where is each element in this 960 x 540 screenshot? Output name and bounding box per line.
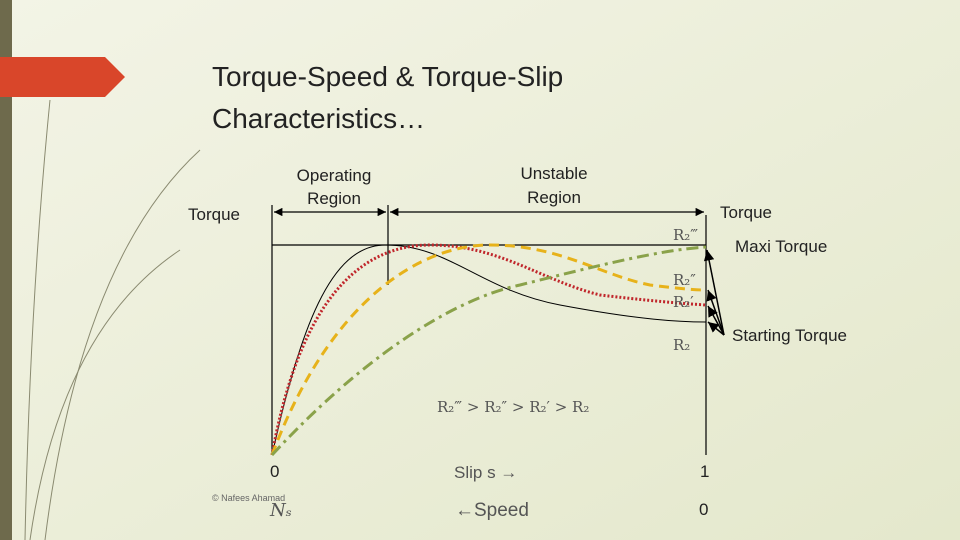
pointer-arrows [703, 249, 725, 336]
curve-r2-prime [270, 243, 707, 456]
title-accent [0, 57, 125, 97]
condition: R₂‴ > R₂″ > R₂′ > R₂ [437, 398, 589, 416]
curve-label: R₂ [673, 336, 690, 354]
curve-r2 [271, 244, 707, 456]
title-line: Characteristics… [212, 103, 425, 134]
curve-r2-triple [270, 245, 707, 457]
region-label: Operating [297, 166, 372, 185]
speed-label: ←Speed [455, 500, 529, 521]
speed-end: 0 [699, 500, 708, 519]
region-label: Unstable [520, 164, 587, 183]
speed-start: Nₛ [269, 500, 292, 521]
side-stripe [0, 0, 12, 540]
right-axis-label: Torque [720, 203, 772, 222]
curve-label: R₂‴ [673, 226, 698, 244]
y-axis-label: Torque [188, 205, 240, 224]
decor-lines [24, 99, 201, 540]
title-line: Torque-Speed & Torque-Slip [212, 61, 563, 92]
starting-torque-label: Starting Torque [732, 326, 847, 345]
max-torque-label: Maxi Torque [735, 237, 827, 256]
slip-end: 1 [700, 462, 709, 481]
slip-start: 0 [270, 462, 279, 481]
region-label: Region [307, 189, 361, 208]
curve-r2-double [270, 243, 707, 456]
credit: © Nafees Ahamad [212, 493, 285, 503]
region-label: Region [527, 188, 581, 207]
curve-label: R₂″ [673, 271, 696, 289]
curve-label: R₂′ [673, 293, 694, 311]
slip-label: Slip s → [454, 463, 517, 482]
